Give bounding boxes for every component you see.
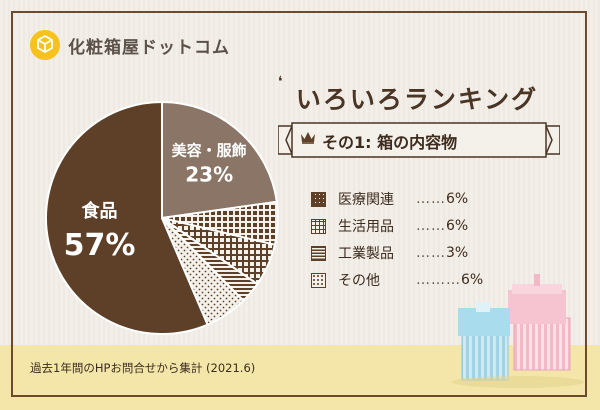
legend-value: 3%: [446, 245, 469, 261]
legend-item: その他 ……… 6%: [311, 268, 483, 292]
legend-label: 生活用品: [338, 219, 394, 235]
legend: 医療関連…… 6% 生活用品…… 6% 工業製品…… 3% その他……… 6%: [311, 187, 483, 295]
subtitle-ribbon: [278, 122, 560, 158]
pie-slice-5: [161, 217, 245, 326]
legend-label: 医療関連: [338, 192, 394, 208]
legend-leader-dots: ……: [416, 191, 446, 207]
page-title: いろいろランキング: [295, 85, 539, 114]
pie-slice-value: 57%: [64, 228, 136, 263]
legend-value: 6%: [446, 191, 469, 207]
legend-item: 医療関連 …… 6%: [311, 187, 483, 211]
legend-leader-dots: ……: [416, 245, 446, 261]
legend-value: 6%: [446, 218, 469, 234]
subtitle: その1: 箱の内容物: [322, 133, 458, 152]
legend-swatch: [311, 218, 326, 234]
title-quote-mark: ❛: [278, 74, 283, 90]
footnote: 過去1年間のHPお問合せから集計 (2021.6): [30, 361, 256, 375]
box-logo-icon: [30, 30, 60, 60]
pie-slice-label: 食品: [80, 200, 117, 222]
legend-item: 工業製品 …… 3%: [311, 241, 483, 265]
pie-slice-0: [45, 100, 209, 335]
legend-leader-dots: ……: [416, 218, 446, 234]
legend-value: 6%: [461, 272, 484, 288]
pie-slice-1: [161, 100, 278, 220]
legend-leader-dots: ………: [416, 272, 461, 288]
legend-item: 生活用品 …… 6%: [311, 214, 483, 238]
brand-name: 化粧箱屋ドットコム: [68, 37, 230, 58]
pie-slice-value: 23%: [185, 163, 233, 187]
legend-swatch: [311, 245, 326, 261]
frame-border: [11, 11, 587, 397]
pie-slice-label: 美容・服飾: [172, 142, 247, 160]
legend-swatch: [311, 191, 326, 207]
gift-boxes-illustration: [452, 274, 584, 388]
crown-icon: [301, 132, 315, 144]
box-icon: [37, 35, 53, 53]
legend-label: その他: [338, 273, 380, 289]
brand-logo: 化粧箱屋ドットコム: [30, 30, 230, 60]
legend-label: 工業製品: [338, 246, 394, 262]
legend-swatch: [311, 272, 326, 288]
